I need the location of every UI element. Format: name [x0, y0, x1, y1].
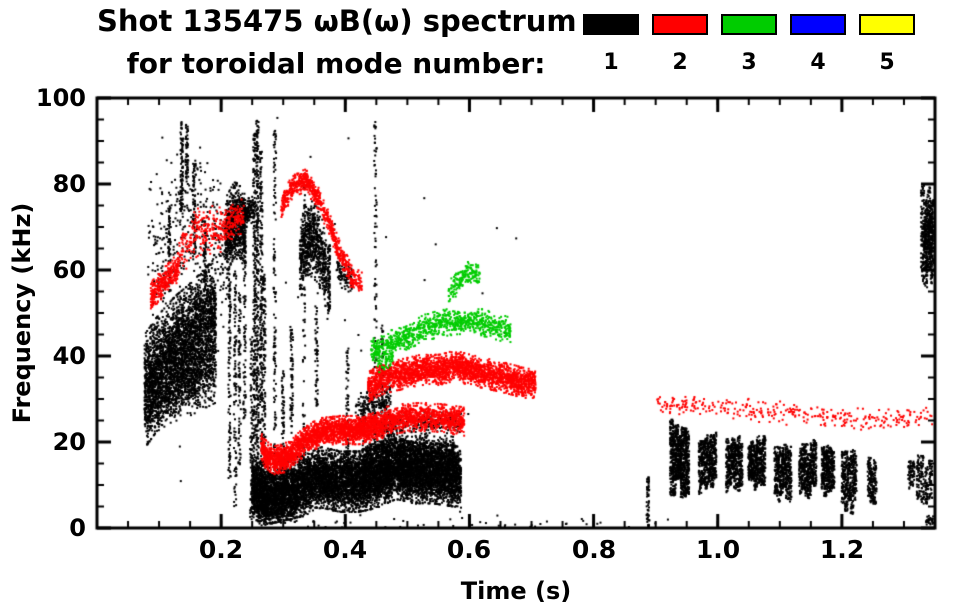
legend-swatch-mode-3 — [721, 14, 777, 35]
y-tick-label-100: 100 — [35, 84, 86, 112]
x-tick-label-0.6: 0.6 — [446, 535, 492, 564]
legend-labels: 1 2 3 4 5 — [583, 50, 915, 75]
chart-title: Shot 135475 ωB(ω) spectrum — [97, 4, 577, 38]
legend-swatch-mode-1 — [583, 14, 639, 35]
y-axis-title: Frequency (kHz) — [8, 202, 36, 424]
legend-label-mode-2: 2 — [672, 50, 688, 75]
chart-subtitle: for toroidal mode number: — [126, 47, 546, 80]
x-axis-title: Time (s) — [460, 577, 572, 605]
y-tick-label-80: 80 — [52, 170, 86, 198]
legend-label-mode-3: 3 — [741, 50, 757, 75]
y-tick-label-40: 40 — [52, 342, 86, 370]
mode-legend: 1 2 3 4 5 — [583, 14, 915, 75]
legend-label-mode-1: 1 — [603, 50, 619, 75]
legend-swatches — [583, 14, 915, 35]
y-tick-label-60: 60 — [52, 256, 86, 284]
legend-swatch-mode-2 — [652, 14, 708, 35]
x-tick-label-1.0: 1.0 — [695, 535, 741, 564]
legend-label-mode-5: 5 — [879, 50, 895, 75]
x-tick-label-1.2: 1.2 — [819, 535, 865, 564]
legend-swatch-mode-5 — [859, 14, 915, 35]
y-tick-label-20: 20 — [52, 428, 86, 456]
x-tick-label-0.4: 0.4 — [322, 535, 368, 564]
legend-label-mode-4: 4 — [810, 50, 826, 75]
legend-swatch-mode-4 — [790, 14, 846, 35]
x-tick-label-0.8: 0.8 — [571, 535, 617, 564]
x-tick-label-0.2: 0.2 — [198, 535, 244, 564]
y-tick-label-0: 0 — [69, 514, 86, 542]
